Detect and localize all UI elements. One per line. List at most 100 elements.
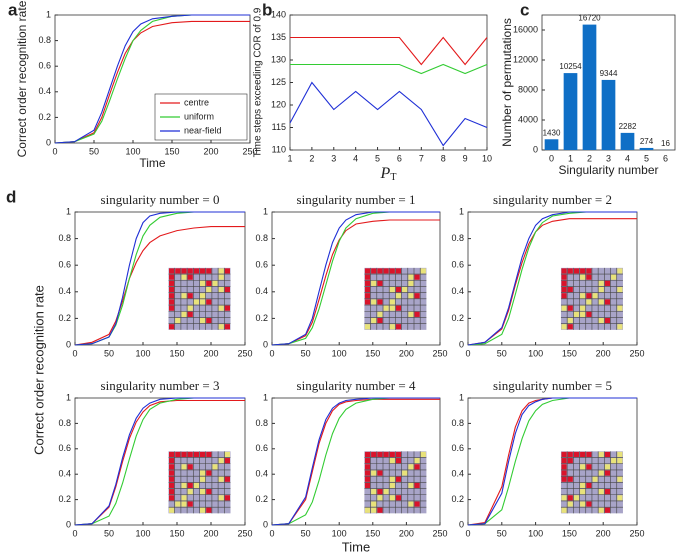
inset-cell <box>573 311 580 317</box>
x-tick-label: 1 <box>568 153 573 163</box>
inset-cell <box>567 324 573 330</box>
inset-cell <box>371 507 377 513</box>
y-tick-label: 0.8 <box>451 233 464 243</box>
inset-cell <box>586 482 592 489</box>
y-tick-label: 0 <box>66 519 71 529</box>
inset-cell <box>169 489 175 495</box>
y-tick-label: 0 <box>459 339 464 349</box>
x-tick-label: 6 <box>663 153 668 163</box>
x-tick-label: 250 <box>237 348 252 358</box>
inset-cell <box>567 305 573 311</box>
value-label: 9344 <box>600 69 618 78</box>
inset-cell <box>567 458 573 464</box>
y-tick-label: 130 <box>271 54 286 64</box>
inset-cell <box>218 495 224 501</box>
x-tick-label: 50 <box>301 348 311 358</box>
legend-label: near-field <box>184 125 222 135</box>
inset-cell <box>200 489 206 495</box>
x-tick-label: 2 <box>587 153 592 163</box>
y-tick-label: 16000 <box>513 24 538 34</box>
inset-cell <box>206 317 212 324</box>
inset-cell <box>169 464 175 470</box>
x-tick-label: 5 <box>644 153 649 163</box>
inset-cell <box>377 451 383 458</box>
plot-frame <box>289 14 488 151</box>
plot-frame <box>74 397 246 526</box>
inset-cell <box>389 268 395 274</box>
y-tick-label: 0.8 <box>255 233 268 243</box>
inset-cell <box>224 324 230 330</box>
inset-cell <box>395 451 402 458</box>
value-label: 10254 <box>559 62 582 71</box>
inset-cell <box>573 495 580 501</box>
inset-cell <box>364 464 371 470</box>
y-tick-label: 1 <box>263 392 268 402</box>
chart-title: singularity number = 0 <box>101 192 220 207</box>
inset-cell <box>561 293 567 299</box>
inset-cell <box>169 482 175 489</box>
y-tick-label: 8000 <box>518 84 538 94</box>
inset-cell <box>224 495 230 501</box>
inset-cell <box>364 451 371 458</box>
x-tick-label: 5 <box>375 153 380 163</box>
panel-label: b <box>262 0 272 19</box>
bar <box>620 132 635 150</box>
inset-cell <box>580 268 586 274</box>
plot-frame <box>271 397 441 526</box>
inset-cell <box>206 451 212 458</box>
inset-cell <box>389 299 395 305</box>
inset-cell <box>200 451 206 458</box>
inset-cell <box>414 458 420 464</box>
inset-cell <box>567 268 573 274</box>
y-tick-label: 0.2 <box>38 112 51 122</box>
inset-cell <box>395 268 402 274</box>
y-tick-label: 120 <box>271 99 286 109</box>
x-tick-label: 250 <box>242 146 257 156</box>
x-tick-label: 250 <box>629 348 644 358</box>
series-line <box>54 20 250 144</box>
inset-cell <box>206 280 212 286</box>
series-line <box>54 14 250 144</box>
inset-cell <box>175 317 181 324</box>
inset-cell <box>395 476 402 482</box>
inset-cell <box>561 286 567 293</box>
y-tick-label: 1 <box>66 392 71 402</box>
inset-cell <box>169 293 175 299</box>
inset-cell <box>181 274 187 280</box>
y-tick-label: 0.4 <box>255 286 268 296</box>
inset-cell <box>364 268 371 274</box>
y-tick-label: 115 <box>272 122 286 132</box>
inset-cell <box>364 482 371 489</box>
inset-cell <box>169 305 175 311</box>
y-tick-label: 1 <box>263 206 268 216</box>
inset-cell <box>187 293 193 299</box>
inset-cell <box>364 274 371 280</box>
inset-cell <box>561 268 567 274</box>
inset-cell <box>395 458 402 464</box>
panel-label: a <box>8 0 18 19</box>
inset-cell <box>395 286 402 293</box>
inset-cell <box>181 464 187 470</box>
y-tick-label: 1 <box>459 206 464 216</box>
x-tick-label: 4 <box>353 153 358 163</box>
inset-cell <box>187 274 193 280</box>
inset-cell <box>371 451 377 458</box>
inset-cell <box>377 311 383 317</box>
x-tick-label: 2 <box>309 153 314 163</box>
y-tick-label: 0.8 <box>255 418 268 428</box>
inset-cell <box>561 274 567 280</box>
inset-cell <box>200 317 206 324</box>
inset-cell <box>604 507 611 513</box>
inset-cell <box>224 286 230 293</box>
inset-cell <box>389 286 395 293</box>
x-tick-label: 50 <box>497 348 507 358</box>
inset-cell <box>187 451 193 458</box>
inset-cell <box>377 317 383 324</box>
inset-cell <box>604 451 611 458</box>
inset-cell <box>389 482 395 489</box>
inset-cell <box>187 268 193 274</box>
inset-cell <box>377 268 383 274</box>
inset-cell <box>617 324 623 330</box>
x-tick-label: 250 <box>432 348 447 358</box>
